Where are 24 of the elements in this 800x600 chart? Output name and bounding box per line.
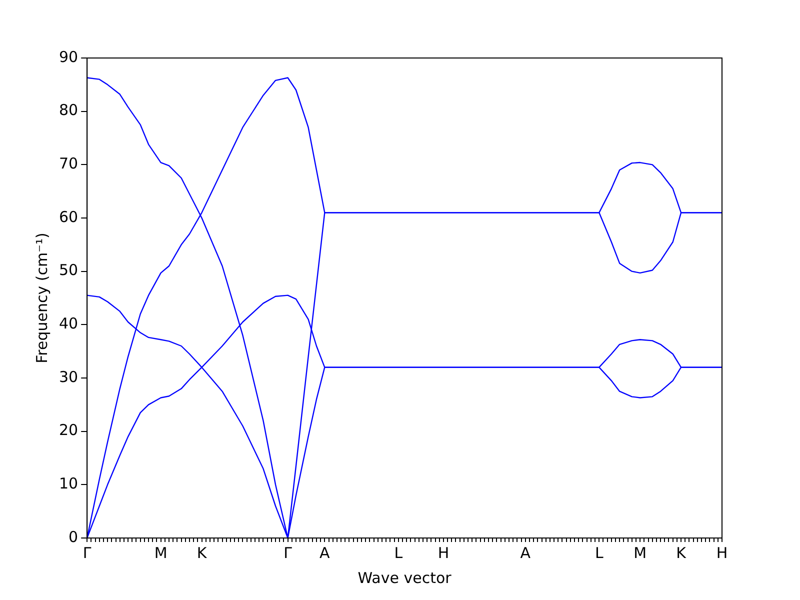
x-tick-label: Γ [82,544,92,562]
x-axis-title: Wave vector [358,568,452,587]
x-tick-label: H [438,544,450,562]
y-tick-label: 40 [58,314,78,333]
x-tick-label: A [320,544,331,562]
y-tick-label: 10 [58,474,78,493]
y-tick-label: 20 [58,421,78,440]
y-tick-label: 0 [68,528,78,546]
y-tick-label: 50 [58,261,78,280]
y-tick-label: 80 [58,101,78,120]
x-tick-label: K [196,544,208,562]
x-tick-label: L [394,544,404,562]
y-axis-title: Frequency (cm⁻¹) [32,232,51,364]
x-tick-label: H [716,544,728,562]
x-tick-label: L [594,544,604,562]
x-tick-label: Γ [284,544,293,562]
y-tick-label: 90 [58,48,78,66]
y-tick-label: 60 [58,208,78,226]
x-tick-label: M [154,544,168,562]
x-tick-label: A [520,544,532,562]
y-tick-label: 30 [58,368,78,386]
x-tick-label: M [634,544,647,562]
x-tick-label: K [676,544,688,562]
y-tick-label: 70 [58,154,78,173]
